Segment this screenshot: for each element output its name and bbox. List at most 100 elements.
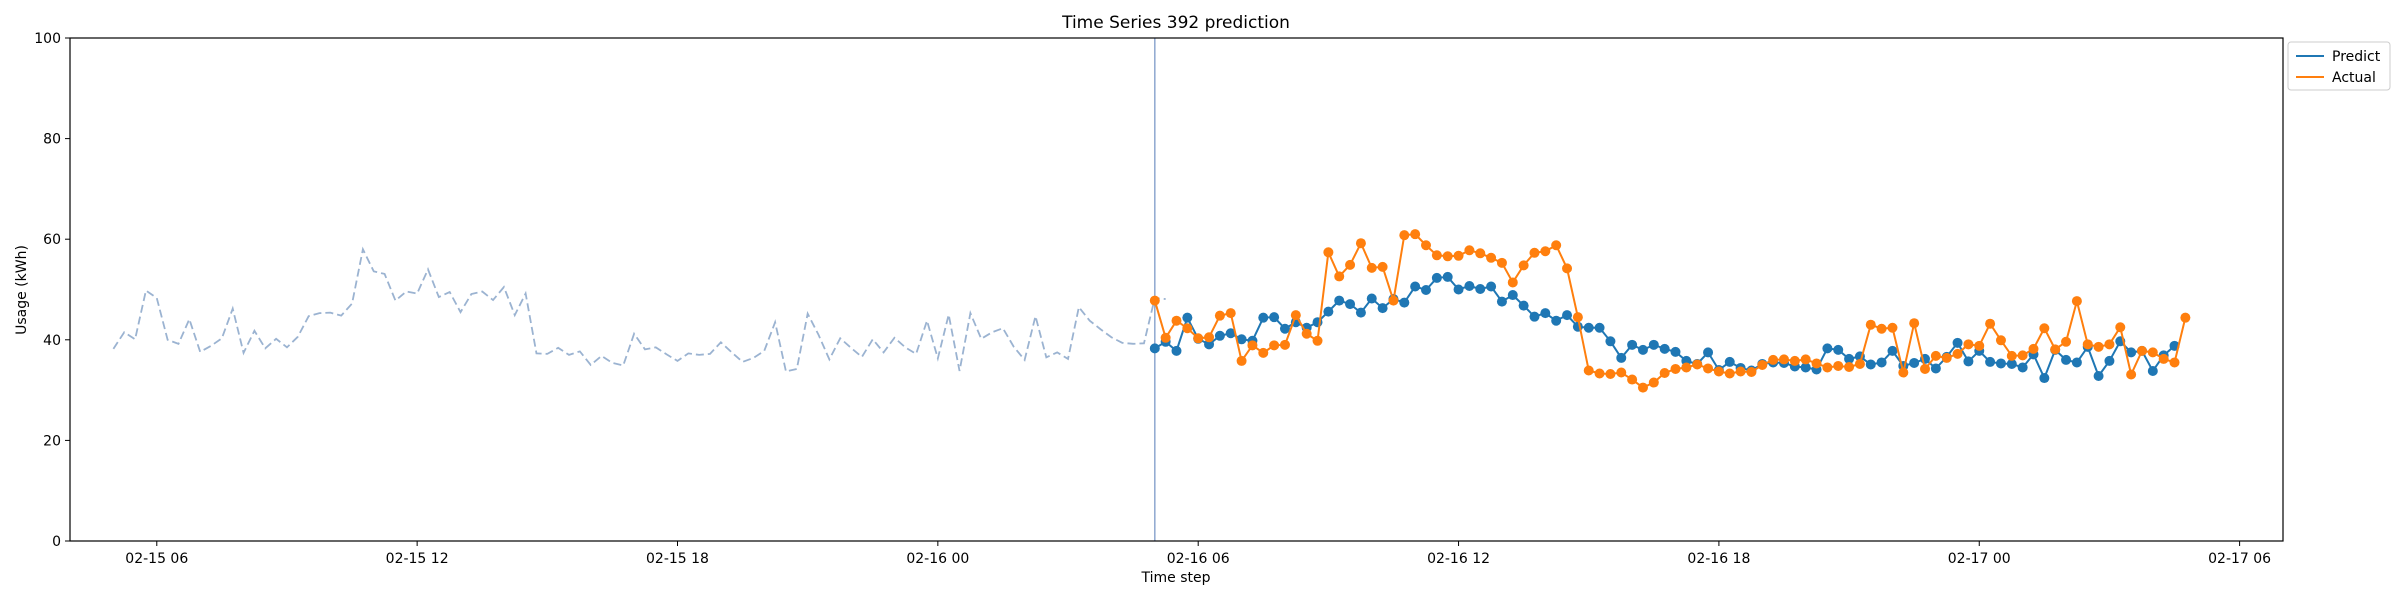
predict-point xyxy=(1930,363,1941,374)
actual-point xyxy=(1844,361,1855,372)
actual-point xyxy=(1193,333,1204,344)
predict-point xyxy=(1529,311,1540,322)
predict-point xyxy=(1833,344,1844,355)
actual-point xyxy=(1279,339,1290,350)
actual-point xyxy=(1930,350,1941,361)
actual-point xyxy=(2115,322,2126,333)
actual-point xyxy=(2006,350,2017,361)
actual-point xyxy=(1551,240,1562,251)
actual-point xyxy=(1952,348,1963,359)
predict-point xyxy=(2039,373,2050,384)
actual-point xyxy=(1529,247,1540,258)
predict-point xyxy=(1355,307,1366,318)
actual-point xyxy=(1637,382,1648,393)
x-tick-label: 02-16 06 xyxy=(1167,551,1230,567)
predict-point xyxy=(1334,295,1345,306)
y-axis: 0 20 40 60 80 100 xyxy=(34,31,70,550)
actual-point xyxy=(1800,354,1811,365)
actual-point xyxy=(1627,374,1638,385)
predict-point xyxy=(1486,281,1497,292)
predict-point xyxy=(1627,339,1638,350)
actual-point xyxy=(1323,247,1334,258)
actual-point xyxy=(1247,340,1258,351)
predict-point xyxy=(1204,339,1215,350)
actual-point xyxy=(1789,355,1800,366)
predict-point xyxy=(2017,362,2028,373)
actual-point xyxy=(1594,368,1605,379)
predict-point xyxy=(2006,358,2017,369)
predict-point xyxy=(2104,355,2115,366)
predict-point xyxy=(1214,330,1225,341)
predict-point xyxy=(1562,310,1573,321)
predict-point xyxy=(1269,312,1280,323)
predict-point xyxy=(1410,281,1421,292)
actual-point xyxy=(1366,262,1377,273)
actual-point xyxy=(1290,310,1301,321)
x-tick-label: 02-16 18 xyxy=(1687,551,1750,567)
actual-point xyxy=(1713,366,1724,377)
actual-point xyxy=(1377,261,1388,272)
actual-point xyxy=(1214,310,1225,321)
predict-point xyxy=(1442,271,1453,282)
actual-point xyxy=(1833,360,1844,371)
actual-point xyxy=(1182,323,1193,334)
actual-point xyxy=(1388,295,1399,306)
actual-point xyxy=(1486,252,1497,263)
predict-point xyxy=(1551,315,1562,326)
predict-point xyxy=(1421,285,1431,295)
actual-point xyxy=(1995,335,2006,346)
predict-point xyxy=(1507,290,1518,301)
actual-point xyxy=(1171,315,1182,326)
actual-point xyxy=(1811,358,1822,369)
legend-predict-label: Predict xyxy=(2332,49,2381,65)
actual-point xyxy=(2061,336,2072,347)
predict-point xyxy=(1985,356,1996,367)
predict-point xyxy=(1171,345,1182,356)
actual-point xyxy=(1572,312,1583,323)
actual-point xyxy=(1616,367,1627,378)
actual-point xyxy=(2017,350,2028,361)
predict-point xyxy=(1887,345,1898,356)
predict-point xyxy=(1616,352,1627,363)
actual-point xyxy=(1941,352,1952,363)
actual-point xyxy=(2050,344,2061,355)
predict-point xyxy=(1431,272,1442,283)
predict-point xyxy=(1464,280,1475,291)
actual-point xyxy=(1334,271,1345,282)
predict-point xyxy=(1648,339,1659,350)
y-axis-label: Usage (kWh) xyxy=(14,245,30,335)
actual-point xyxy=(1496,257,1507,268)
y-tick-label: 100 xyxy=(34,31,61,47)
actual-point xyxy=(1703,363,1714,374)
plot-frame xyxy=(69,37,2284,542)
actual-point xyxy=(1746,366,1757,377)
actual-point xyxy=(2093,341,2104,352)
predict-point xyxy=(1182,312,1193,323)
predict-point xyxy=(1605,336,1616,347)
predict-point xyxy=(1399,297,1410,308)
actual-point xyxy=(1312,335,1323,346)
actual-point xyxy=(1269,340,1280,351)
predict-point xyxy=(1236,334,1247,345)
predict-point xyxy=(1963,356,1974,367)
predict-point xyxy=(1518,300,1529,311)
actual-point xyxy=(1421,240,1431,251)
x-tick-label: 02-15 18 xyxy=(646,551,709,567)
predict-point xyxy=(2126,347,2137,358)
predict-point xyxy=(1225,328,1236,339)
actual-point xyxy=(1431,250,1442,261)
actual-point xyxy=(2180,312,2191,323)
actual-point xyxy=(1887,322,1898,333)
actual-point xyxy=(1507,277,1518,288)
actual-point xyxy=(2082,339,2093,350)
history-line xyxy=(112,246,1166,373)
predict-point xyxy=(1323,306,1334,317)
actual-point xyxy=(1822,362,1833,373)
actual-point xyxy=(1149,295,1160,306)
predict-point xyxy=(1800,362,1811,373)
actual-point xyxy=(1225,308,1236,319)
actual-point xyxy=(1583,365,1594,376)
predict-point xyxy=(2147,365,2158,376)
